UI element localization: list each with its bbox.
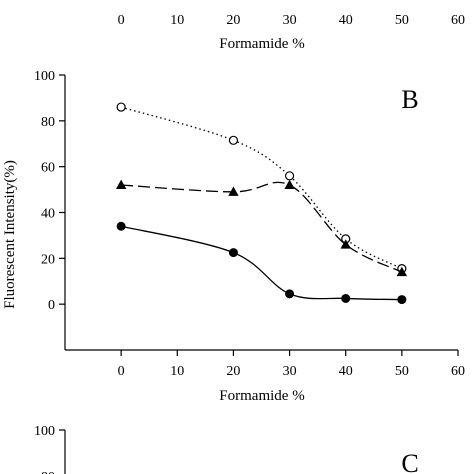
panel-a-partial: 0 10 20 30 40 50 60 Formamide % (118, 13, 465, 52)
x-tick-label-a-3: 30 (283, 13, 297, 28)
x-tick-label-a-4: 40 (339, 13, 353, 28)
panel-b-chart: 0 20 40 60 80 100 0 10 20 30 40 50 60 Formamide % Fluo… (2, 69, 465, 404)
x-tick-label-b-5: 50 (395, 364, 409, 379)
x-tick-label-b-6: 60 (451, 364, 465, 379)
data-point-filled-circle-1 (228, 248, 238, 258)
y-tick-label-b-0: 0 (48, 298, 55, 313)
x-tick-label-a-1: 10 (170, 13, 184, 28)
x-tick-label-a-5: 50 (395, 13, 409, 28)
y-tick-label-c-1: 100 (34, 424, 55, 439)
series-line-filled-circle (120, 225, 402, 301)
panel-letter-b: B (401, 85, 418, 114)
data-point-open-circle-1 (228, 135, 239, 145)
data-point-filled-circle-3 (341, 293, 351, 303)
y-tick-label-b-2: 40 (41, 207, 55, 222)
data-point-filled-triangle-4 (396, 266, 408, 277)
x-tick-label-a-6: 60 (451, 13, 465, 28)
x-tick-label-b-1: 10 (170, 364, 184, 379)
y-tick-label-b-5: 100 (34, 69, 55, 84)
x-tick-label-b-3: 30 (283, 364, 297, 379)
x-tick-label-b-0: 0 (118, 364, 125, 379)
y-tick-label-b-4: 80 (41, 115, 55, 130)
x-tick-label-b-2: 20 (226, 364, 240, 379)
x-axis-label-a: Formamide % (219, 36, 304, 52)
data-point-filled-circle-0 (116, 221, 126, 231)
data-point-filled-triangle-2 (284, 179, 295, 190)
y-tick-label-b-3: 60 (41, 161, 55, 176)
y-tick-label-c-0: 80 (41, 470, 55, 474)
data-point-open-circle-2 (284, 171, 295, 181)
data-point-filled-circle-2 (285, 289, 295, 299)
x-tick-label-b-4: 40 (339, 364, 353, 379)
panel-letter-c: C (401, 449, 418, 474)
x-axis-label-b: Formamide % (219, 388, 304, 404)
x-tick-label-a-0: 0 (118, 13, 125, 28)
data-point-open-circle-0 (116, 102, 126, 112)
series-line-filled-triangle (121, 181, 403, 273)
data-point-filled-circle-4 (397, 295, 407, 305)
data-point-filled-triangle-0 (115, 179, 127, 190)
data-point-filled-triangle-1 (228, 186, 239, 196)
panel-c-partial: 80 100 C (34, 424, 419, 474)
y-axis-label-b: Fluorescent Intensity(%) (2, 160, 18, 309)
data-point-filled-triangle-3 (340, 239, 351, 249)
y-tick-label-b-1: 20 (41, 252, 55, 267)
x-tick-label-a-2: 20 (226, 13, 240, 28)
